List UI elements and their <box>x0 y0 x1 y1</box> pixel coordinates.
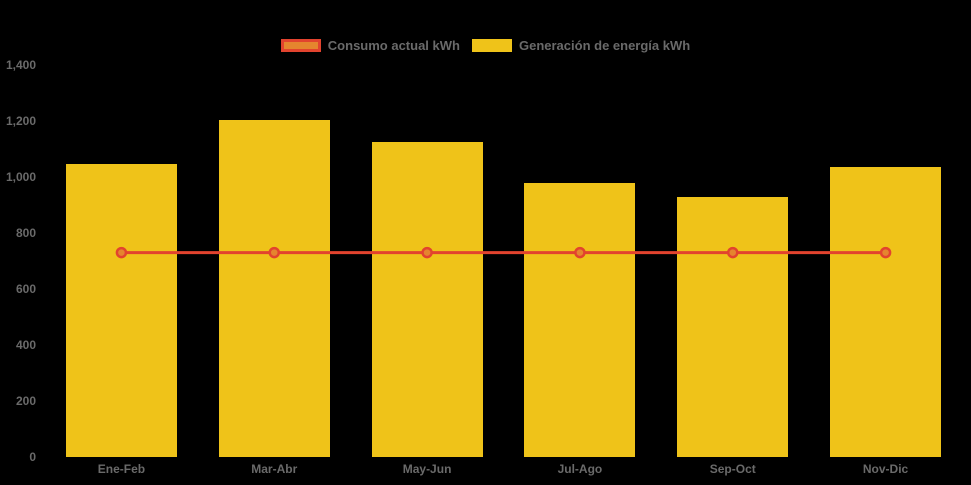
x-tick-label: Nov-Dic <box>862 462 909 476</box>
legend-label-generacion: Generación de energía kWh <box>518 38 691 53</box>
line-marker-nov-dic[interactable] <box>879 246 892 259</box>
x-tick-label: Ene-Feb <box>97 462 146 476</box>
x-tick-label: Sep-Oct <box>709 462 756 476</box>
bar-sep-oct[interactable] <box>677 197 789 457</box>
legend-item-generacion[interactable]: Generación de energía kWh <box>471 38 691 53</box>
plot-area <box>45 65 962 457</box>
x-tick-label: May-Jun <box>402 462 452 476</box>
y-tick-label: 0 <box>29 450 36 464</box>
bar-jul-ago[interactable] <box>524 183 636 457</box>
x-axis: Ene-Feb Mar-Abr May-Jun Jul-Ago Sep-Oct Nov-D… <box>45 462 962 478</box>
y-tick-label: 400 <box>15 338 36 352</box>
legend-label-consumo: Consumo actual kWh <box>327 38 460 53</box>
bar-may-jun[interactable] <box>371 142 483 457</box>
y-tick-label: 1,400 <box>5 58 36 72</box>
line-marker-may-jun[interactable] <box>421 246 433 259</box>
x-tick-label: Jul-Ago <box>557 462 603 476</box>
generacion-legend-swatch-icon <box>471 39 512 52</box>
y-axis: 0 200 400 600 800 1,000 1,200 1,400 <box>0 58 36 464</box>
x-tick-label: Mar-Abr <box>251 462 298 476</box>
y-tick-label: 1,000 <box>5 170 36 184</box>
legend-item-consumo[interactable]: Consumo actual kWh <box>280 38 460 53</box>
bar-ene-feb[interactable] <box>65 164 177 457</box>
chart-legend: Consumo actual kWh Generación de energía… <box>0 38 971 53</box>
y-tick-label: 800 <box>15 226 36 240</box>
y-tick-label: 200 <box>15 394 36 408</box>
line-marker-ene-feb[interactable] <box>115 246 128 259</box>
line-marker-jul-ago[interactable] <box>574 246 586 259</box>
y-tick-label: 1,200 <box>5 114 36 128</box>
line-marker-sep-oct[interactable] <box>727 246 739 259</box>
line-marker-mar-abr[interactable] <box>268 246 280 259</box>
consumo-line-layer <box>115 246 892 259</box>
bar-nov-dic[interactable] <box>830 167 942 457</box>
bar-mar-abr[interactable] <box>218 119 330 457</box>
consumo-legend-swatch-icon <box>280 39 321 52</box>
y-tick-label: 600 <box>15 282 36 296</box>
